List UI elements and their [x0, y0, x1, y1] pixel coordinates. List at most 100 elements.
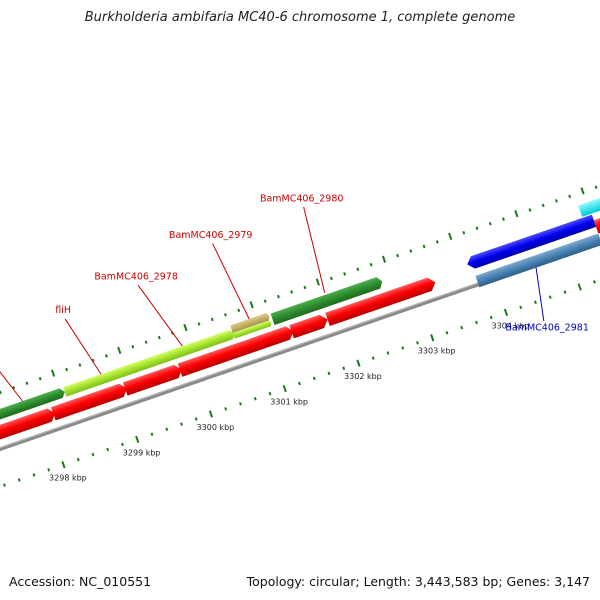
outer-tick	[369, 262, 373, 267]
cds-feature-1[interactable]	[0, 407, 57, 446]
scale-tick	[17, 478, 21, 482]
gene-feature-flig[interactable]	[0, 387, 66, 428]
gene-label[interactable]: BamMC406_2978	[94, 272, 177, 283]
scale-tick	[430, 334, 435, 342]
outer-tick	[502, 217, 505, 221]
outer-tick	[290, 290, 294, 294]
scale-tick	[401, 346, 405, 350]
outer-tick	[197, 322, 201, 326]
gene-leader-line	[137, 284, 183, 347]
scale-tick	[445, 330, 449, 335]
outer-tick	[25, 381, 29, 385]
scale-tick	[282, 384, 287, 393]
cds-feature-2979[interactable]	[289, 313, 329, 339]
scale-tick-label: 3301 kbp	[270, 398, 308, 407]
outer-tick	[396, 253, 400, 258]
scale-tick	[342, 366, 346, 371]
chromosome-backbone	[0, 220, 600, 466]
scale-tick-label: 3298 kbp	[49, 474, 87, 483]
outer-tick	[422, 244, 426, 249]
outer-tick	[435, 240, 439, 244]
gene-leader-line	[64, 318, 102, 375]
scale-tick	[460, 325, 464, 330]
outer-tick	[409, 249, 413, 253]
gene-label-layer: fliGfliHBamMC406_2978BamMC406_2979BamMC4…	[0, 193, 589, 402]
cds-feature-2980[interactable]	[325, 276, 437, 326]
scale-tick	[577, 283, 582, 291]
map-tilt-group: 3298 kbp 3299 kbp 3300 kbp 3301 kbp 3302 kbp…	[0, 185, 600, 487]
outer-tick	[183, 323, 188, 332]
gene-feature-bammc406-2981-blue[interactable]	[465, 214, 597, 271]
scale-tick	[298, 381, 301, 386]
scale-tick-label: 3300 kbp	[197, 423, 235, 432]
outer-tick	[277, 294, 280, 299]
outer-tick	[117, 346, 122, 354]
gene-feature-bammc406-2979-sub[interactable]	[232, 320, 273, 339]
outer-tick	[249, 301, 254, 309]
gene-label[interactable]: fliH	[55, 305, 71, 316]
gene-label[interactable]: BamMC406_2981	[505, 322, 588, 333]
forward-gene-band	[0, 188, 600, 428]
outer-tick	[580, 187, 585, 195]
outer-tick	[554, 199, 558, 203]
chromosome-backbone-highlight	[0, 220, 600, 463]
outer-tick	[131, 345, 135, 349]
outer-tick	[514, 209, 519, 218]
gene-leader-line	[0, 349, 23, 402]
outer-tick	[329, 276, 333, 281]
scale-tick	[489, 315, 493, 320]
outer-tick	[38, 376, 42, 381]
scale-tick	[253, 396, 257, 401]
gene-leader-line	[535, 267, 545, 322]
gene-feature-bammc406-2979[interactable]	[230, 312, 270, 333]
scale-tick	[371, 356, 375, 360]
reverse-gene-band	[465, 214, 600, 288]
scale-tick	[194, 417, 198, 421]
outer-tick	[594, 185, 598, 189]
scale-tick-label: 3303 kbp	[418, 347, 456, 356]
outer-tick	[356, 267, 360, 272]
scale-tick	[563, 290, 567, 294]
cds-feature-flih[interactable]	[51, 382, 129, 421]
gene-feature-flih[interactable]	[63, 329, 236, 397]
scale-tick	[327, 371, 331, 376]
scale-tick-label: 3304 kbp	[492, 321, 530, 330]
scale-tick-row: 3298 kbp 3299 kbp 3300 kbp 3301 kbp 3302 kbp…	[3, 280, 596, 487]
gene-label[interactable]: BamMC406_2980	[260, 193, 343, 204]
outer-tick-row	[0, 185, 598, 395]
outer-tick	[343, 272, 347, 276]
outer-tick	[475, 226, 479, 230]
scale-tick	[416, 341, 419, 345]
gene-feature-bammc406-2981[interactable]	[475, 233, 600, 288]
gene-feature-edge-cyan[interactable]	[578, 188, 600, 217]
forward-cds-band	[0, 200, 600, 446]
outer-tick	[0, 390, 2, 395]
outer-tick	[50, 369, 56, 377]
scale-tick	[593, 280, 596, 284]
outer-tick	[381, 255, 387, 263]
gene-label[interactable]: BamMC406_2979	[169, 230, 252, 241]
outer-tick	[568, 194, 572, 199]
scale-tick	[61, 461, 66, 469]
outer-tick	[263, 299, 267, 303]
scale-tick	[312, 376, 316, 381]
scale-tick-label: 3299 kbp	[123, 448, 161, 457]
scale-tick	[150, 432, 154, 437]
scale-tick	[548, 295, 552, 299]
accession-text: Accession: NC_010551	[9, 574, 152, 589]
scale-tick	[224, 407, 228, 411]
gene-leader-line	[303, 206, 326, 293]
scale-tick	[534, 300, 537, 304]
scale-tick	[32, 473, 36, 477]
cds-feature-2978b[interactable]	[177, 324, 296, 377]
scale-tick	[91, 452, 95, 457]
gene-feature-bammc406-2980[interactable]	[270, 276, 385, 325]
scale-tick	[208, 410, 214, 418]
cds-feature-2978[interactable]	[122, 363, 184, 396]
outer-tick	[210, 317, 214, 322]
scale-tick	[76, 457, 80, 462]
outer-tick	[104, 354, 108, 358]
outer-tick	[541, 203, 545, 208]
